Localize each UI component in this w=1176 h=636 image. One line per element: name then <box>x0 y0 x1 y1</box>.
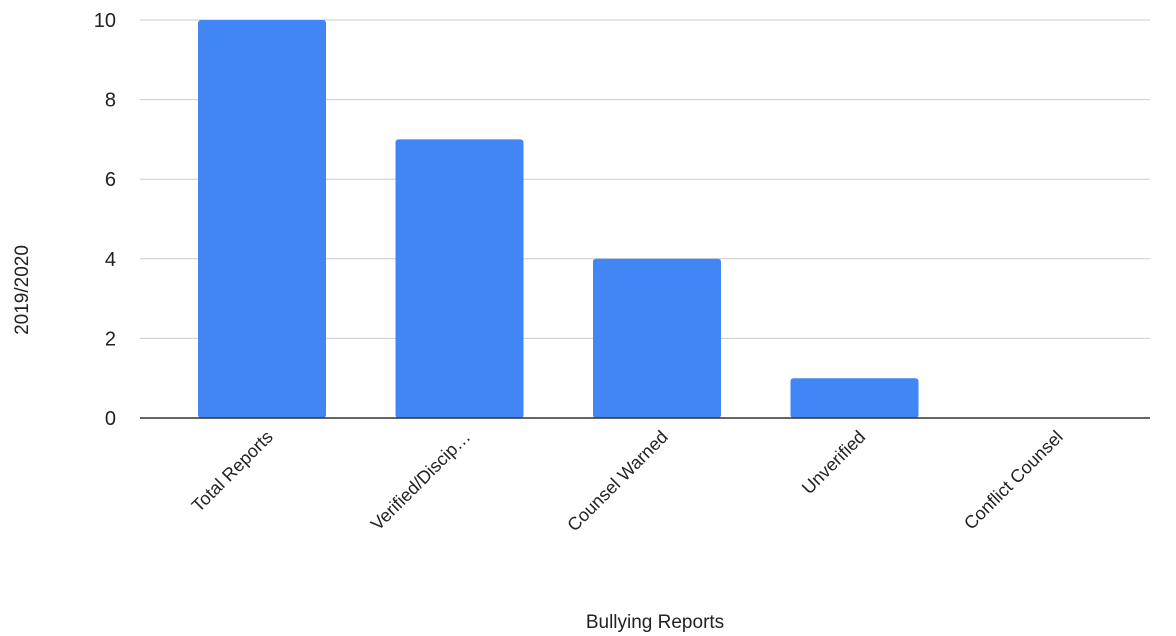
x-category-labels: Total Reports Verified/Discip… Counsel War… <box>188 427 1067 535</box>
y-tick-label: 2 <box>105 328 116 350</box>
x-category-label: Conflict Counsel <box>960 427 1067 534</box>
y-axis-title: 2019/2020 <box>12 245 33 335</box>
y-tick-label: 10 <box>94 10 116 32</box>
y-tick-label: 8 <box>105 90 116 112</box>
x-category-label: Total Reports <box>188 427 277 516</box>
y-tick-label: 6 <box>105 169 116 191</box>
bars <box>198 20 919 418</box>
x-category-label: Verified/Discip… <box>367 427 475 535</box>
y-tick-labels: 0 2 4 6 8 10 <box>94 10 116 430</box>
x-axis-title: Bullying Reports <box>586 612 724 633</box>
x-category-label: Unverified <box>798 427 869 498</box>
bar <box>198 20 326 418</box>
bar <box>593 258 721 418</box>
bar <box>395 139 524 418</box>
x-category-label: Counsel Warned <box>563 427 671 535</box>
y-tick-label: 0 <box>105 408 116 430</box>
bar <box>790 378 919 418</box>
y-tick-label: 4 <box>105 249 116 271</box>
